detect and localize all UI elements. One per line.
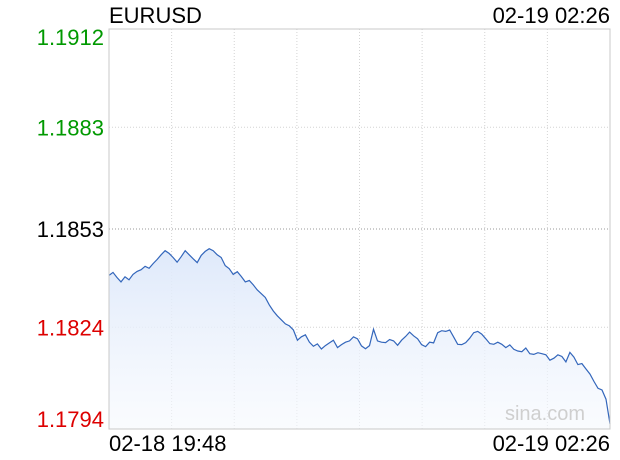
chart-title: EURUSD [109,3,202,28]
x-start-label: 02-18 19:48 [109,431,226,456]
y-tick-label: 1.1912 [37,25,104,50]
x-end-label: 02-19 02:26 [493,431,610,456]
y-tick-label: 1.1853 [37,217,104,242]
y-axis: 1.1912 1.1883 1.1853 1.1824 1.1794 [37,25,104,432]
watermark: sina.com [505,403,585,425]
timestamp-label: 02-19 02:26 [493,3,610,28]
plot-frame [108,28,611,430]
y-tick-label: 1.1824 [37,315,104,340]
price-line [108,248,611,424]
price-area-fill [109,248,610,429]
y-tick-label: 1.1883 [37,115,104,140]
y-tick-label: 1.1794 [37,407,104,432]
